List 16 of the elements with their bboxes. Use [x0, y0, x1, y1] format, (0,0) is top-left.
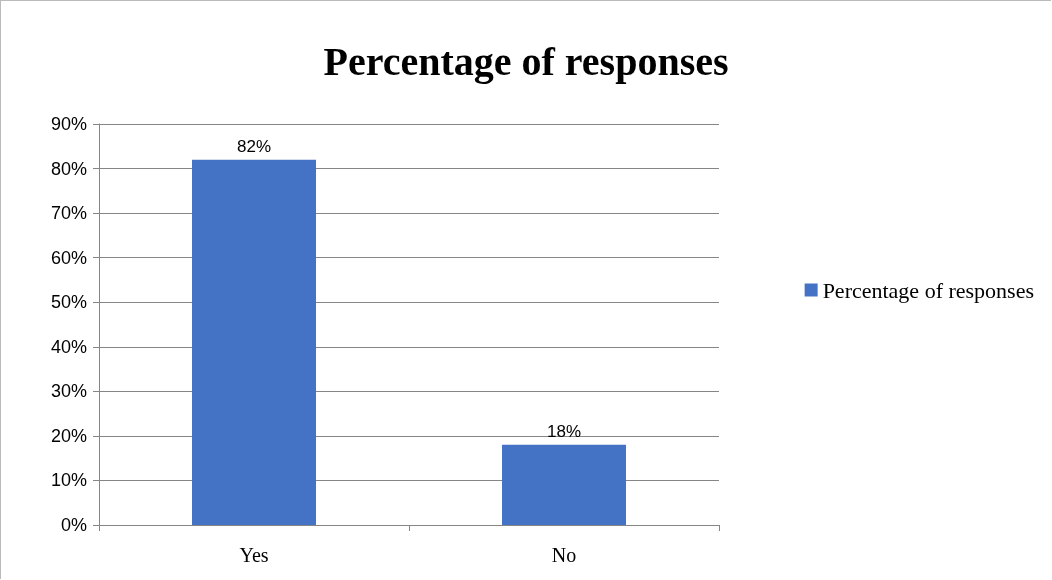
y-tick-label: 60% — [50, 247, 87, 268]
y-tick-label: 10% — [50, 470, 87, 491]
data-label: 18% — [546, 421, 582, 441]
y-tick-label: 20% — [50, 425, 87, 446]
data-label: 82% — [236, 136, 272, 156]
y-tick-label: 50% — [50, 292, 87, 313]
y-tick-label: 40% — [50, 336, 87, 357]
y-tick-label: 80% — [50, 158, 87, 179]
y-tick-label: 70% — [50, 203, 87, 224]
chart-title: Percentage of responses — [323, 38, 729, 84]
legend-label: Percentage of responses — [822, 277, 1035, 303]
y-tick-label: 90% — [50, 114, 87, 134]
x-tick-label: Yes — [239, 544, 269, 566]
y-tick-label: 30% — [50, 381, 87, 402]
x-tick-label: No — [551, 544, 577, 566]
y-tick-label: 0% — [60, 515, 87, 535]
